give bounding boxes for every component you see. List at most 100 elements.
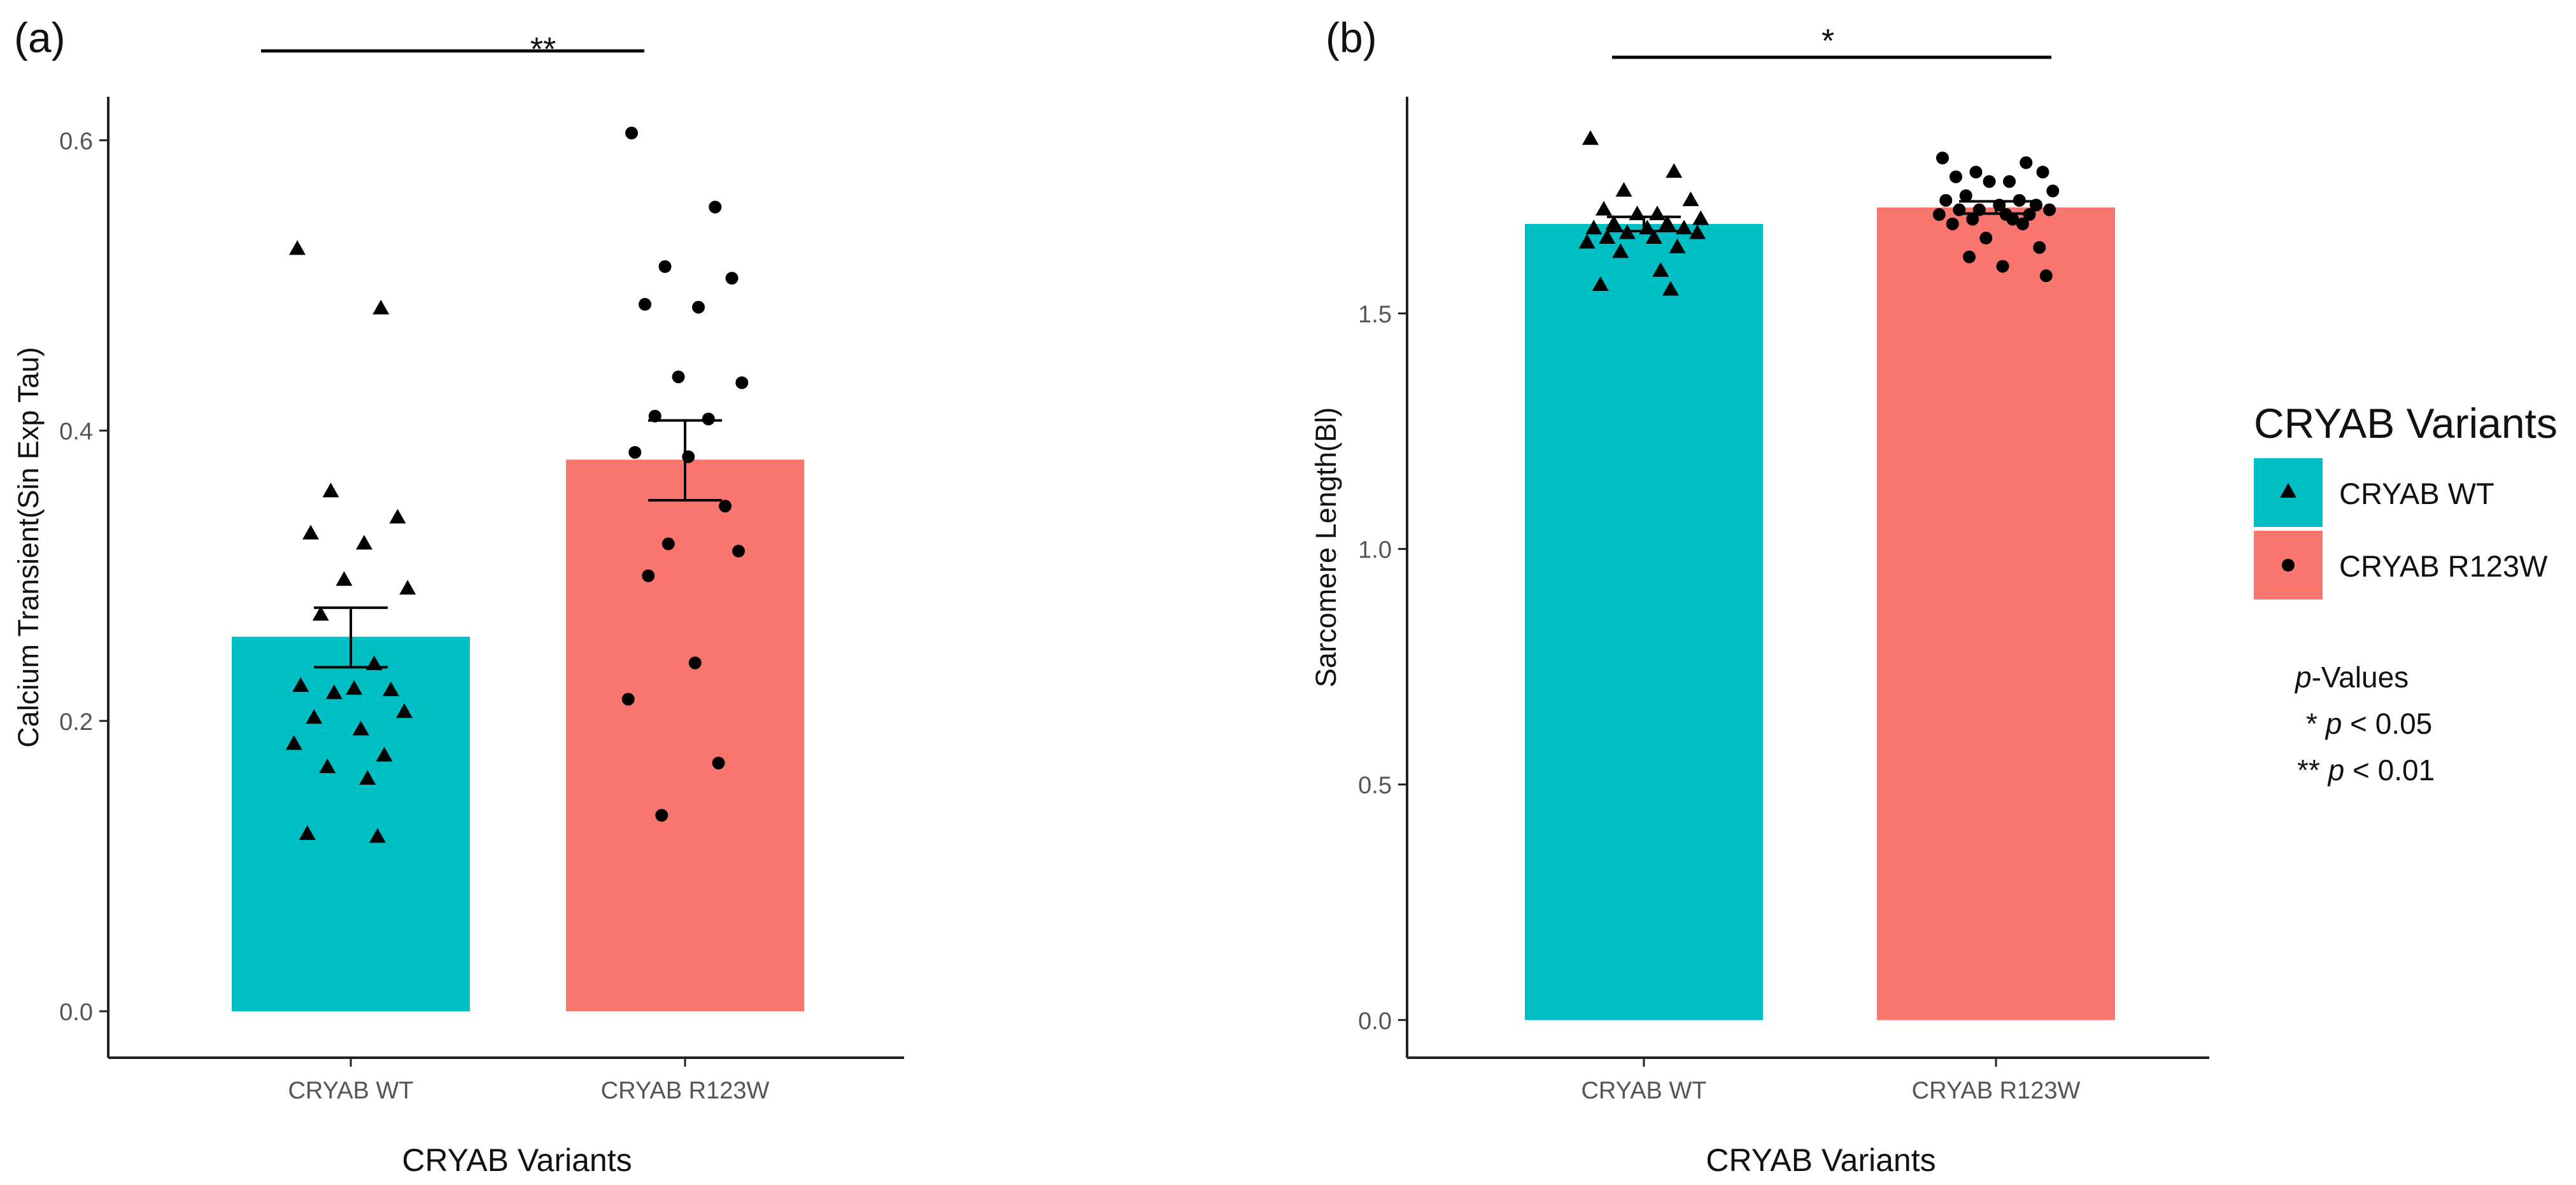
- bar-r123w: [566, 459, 804, 1012]
- data-point-triangle: [1629, 206, 1646, 221]
- data-point-circle: [621, 692, 635, 706]
- y-axis-label: Sarcomere Length(Bl): [1310, 407, 1342, 687]
- data-point-circle: [648, 409, 662, 423]
- data-point-circle: [2003, 175, 2016, 188]
- data-point-circle: [639, 298, 651, 311]
- data-point-circle: [2046, 185, 2060, 198]
- data-point-triangle: [1682, 191, 1699, 206]
- data-point-circle: [735, 376, 749, 389]
- data-point-circle: [628, 445, 642, 459]
- data-point-triangle: [369, 828, 386, 843]
- data-point-circle: [1972, 203, 1986, 216]
- data-point-circle: [1936, 151, 1949, 165]
- data-point-triangle: [302, 524, 319, 540]
- data-point-circle: [2013, 193, 2026, 207]
- y-tick-label: 0.6: [59, 128, 93, 155]
- data-point-circle: [1959, 189, 1972, 202]
- data-point-triangle: [1666, 163, 1683, 178]
- data-point-triangle: [312, 606, 329, 621]
- data-point-triangle: [1662, 281, 1679, 296]
- data-point-triangle: [1639, 220, 1656, 235]
- data-point-triangle: [306, 709, 323, 724]
- data-point-triangle: [289, 240, 306, 255]
- data-point-circle: [1966, 213, 1979, 226]
- data-point-circle: [1950, 170, 1962, 183]
- bar-wt: [1525, 223, 1763, 1020]
- data-point-triangle: [1599, 229, 1616, 244]
- y-tick-label: 1.5: [1358, 301, 1392, 328]
- data-point-triangle: [319, 758, 336, 773]
- significance-stars: *: [1822, 23, 1834, 60]
- data-point-circle: [688, 656, 702, 670]
- data-point-circle: [2039, 269, 2053, 283]
- data-point-circle: [2023, 208, 2036, 221]
- bar-r123w: [1877, 207, 2115, 1020]
- data-point-circle: [625, 127, 638, 140]
- p-value-title: p-Values: [2294, 661, 2409, 694]
- data-point-triangle: [1582, 130, 1599, 145]
- x-axis-label: CRYAB Variants: [402, 1142, 632, 1178]
- data-point-circle: [1932, 208, 1946, 221]
- data-point-triangle: [1659, 214, 1676, 230]
- data-point-triangle: [1689, 224, 1706, 239]
- data-point-triangle: [372, 300, 390, 315]
- data-point-circle: [662, 537, 675, 550]
- p-value-line-2: ** p < 0.01: [2297, 754, 2435, 787]
- circle-marker-icon: [2282, 559, 2295, 571]
- data-point-triangle: [1676, 220, 1692, 235]
- data-point-circle: [2030, 199, 2042, 212]
- data-point-circle: [1953, 203, 1966, 216]
- data-point-circle: [732, 544, 745, 557]
- data-point-triangle: [336, 571, 353, 586]
- data-point-triangle: [1615, 182, 1632, 197]
- data-point-triangle: [1596, 200, 1612, 216]
- triangle-marker-icon: [2280, 483, 2296, 498]
- legend-title: CRYAB Variants: [2254, 400, 2558, 447]
- chart-panel-b: Sarcomere Length(Bl) CRYAB Variants * 0.…: [1310, 23, 2209, 1178]
- data-point-circle: [2036, 165, 2049, 179]
- data-point-circle: [1946, 217, 1959, 230]
- p-value-note: p-Values * p < 0.05 ** p < 0.01: [2294, 661, 2435, 787]
- panel-label-b: (b): [1326, 14, 1377, 61]
- legend-label-r123w: CRYAB R123W: [2339, 549, 2548, 583]
- bar-wt: [232, 636, 470, 1012]
- legend: CRYAB Variants CRYAB WT CRYAB R123W: [2254, 400, 2558, 600]
- data-point-circle: [702, 412, 715, 426]
- chart-panel-a: Calcium Transient(Sin Exp Tau) CRYAB Var…: [12, 31, 904, 1178]
- data-point-triangle: [346, 680, 363, 695]
- y-tick-label: 0.0: [59, 999, 93, 1026]
- y-tick-label: 1.0: [1358, 537, 1392, 564]
- data-point-triangle: [1652, 262, 1669, 277]
- y-tick-label: 0.4: [59, 419, 93, 445]
- data-point-circle: [642, 569, 655, 582]
- data-point-triangle: [299, 825, 316, 840]
- legend-item-wt: CRYAB WT: [2254, 458, 2495, 527]
- data-point-triangle: [325, 684, 343, 699]
- data-point-circle: [1979, 232, 1993, 245]
- y-tick-label: 0.2: [59, 709, 93, 736]
- data-point-triangle: [1585, 220, 1603, 235]
- y-axis-label: Calcium Transient(Sin Exp Tau): [12, 347, 45, 747]
- data-point-triangle: [1605, 214, 1622, 230]
- data-point-circle: [2006, 213, 2020, 226]
- data-point-circle: [719, 500, 732, 513]
- data-point-circle: [712, 756, 725, 769]
- x-axis-label: CRYAB Variants: [1706, 1142, 1936, 1178]
- legend-label-wt: CRYAB WT: [2339, 477, 2495, 510]
- x-tick-label: CRYAB R123W: [1912, 1077, 2081, 1104]
- x-tick-label: CRYAB WT: [288, 1077, 413, 1104]
- data-point-circle: [658, 260, 672, 273]
- data-point-triangle: [356, 535, 372, 550]
- data-point-triangle: [376, 747, 393, 762]
- data-point-circle: [2020, 156, 2033, 169]
- data-point-triangle: [399, 580, 416, 595]
- data-point-triangle: [1645, 229, 1662, 244]
- data-point-triangle: [352, 720, 369, 736]
- data-point-circle: [709, 200, 722, 214]
- x-tick-label: CRYAB R123W: [601, 1077, 770, 1104]
- data-point-triangle: [322, 482, 339, 498]
- legend-item-r123w: CRYAB R123W: [2254, 531, 2548, 600]
- data-point-circle: [1969, 165, 1983, 179]
- y-tick-label: 0.5: [1358, 773, 1392, 799]
